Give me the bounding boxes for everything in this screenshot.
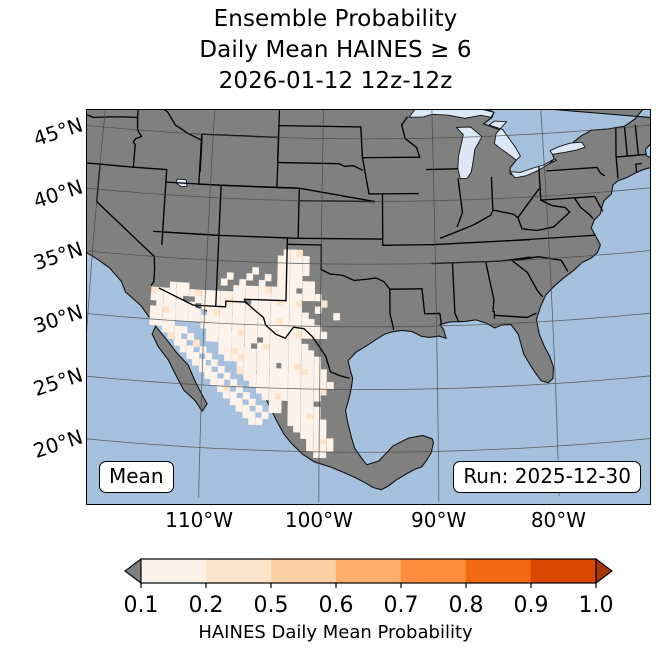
colorbar-tick-0.7: 0.7 (383, 593, 419, 618)
title-line-1: Ensemble Probability (213, 6, 458, 32)
lat-tick-30N: 30°N (30, 299, 86, 338)
member-label-box[interactable]: Mean (99, 461, 174, 493)
run-label-box[interactable]: Run: 2025-12-30 (453, 461, 641, 493)
colorbar-tick-0.8: 0.8 (448, 593, 484, 618)
lat-tick-40N: 40°N (30, 174, 86, 213)
colorbar[interactable]: 0.1 0.2 0.5 0.6 0.7 0.8 0.9 1.0 (0, 553, 671, 618)
colorbar-tick-1.0: 1.0 (578, 593, 614, 618)
colorbar-axis-label: HAINES Daily Mean Probability (198, 622, 473, 643)
title-line-2: Daily Mean HAINES ≥ 6 (199, 37, 472, 63)
colorbar-tick-0.6: 0.6 (318, 593, 354, 618)
chart-title: Ensemble Probability Daily Mean HAINES ≥… (0, 4, 671, 97)
lon-tick-110W: 110°W (165, 508, 234, 532)
run-label-text: Run: 2025-12-30 (463, 464, 631, 488)
lat-tick-35N: 35°N (30, 237, 86, 276)
lon-tick-80W: 80°W (530, 508, 587, 532)
lat-tick-20N: 20°N (30, 424, 86, 464)
colorbar-tick-0.9: 0.9 (513, 593, 549, 618)
member-label-text: Mean (109, 464, 164, 488)
lat-tick-45N: 45°N (30, 112, 86, 151)
colorbar-tick-0.2: 0.2 (188, 593, 224, 618)
map-canvas (87, 110, 650, 504)
map-panel[interactable]: Mean Run: 2025-12-30 (86, 109, 651, 505)
colorbar-swatches (124, 557, 613, 588)
lon-tick-100W: 100°W (284, 508, 353, 532)
colorbar-tick-0.5: 0.5 (253, 593, 289, 618)
colorbar-tick-0.1: 0.1 (123, 593, 159, 618)
lat-tick-25N: 25°N (30, 362, 86, 401)
lon-tick-90W: 90°W (411, 508, 467, 532)
title-line-3: 2026-01-12 12z-12z (218, 68, 453, 94)
